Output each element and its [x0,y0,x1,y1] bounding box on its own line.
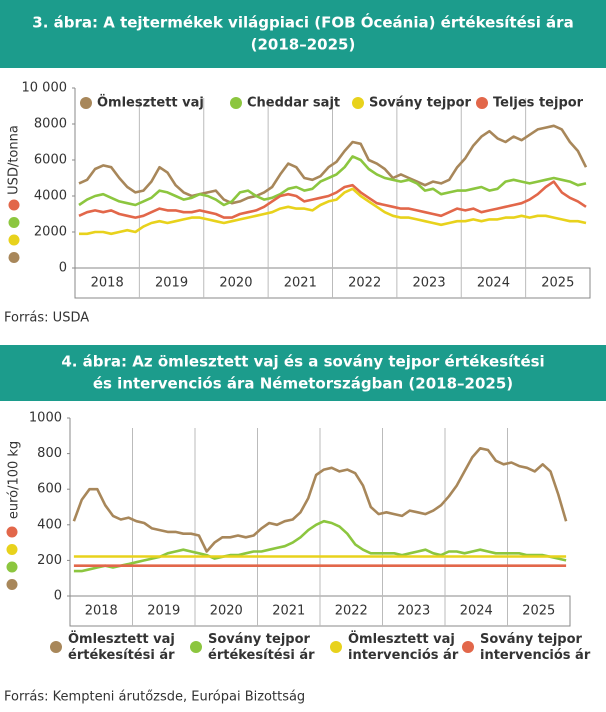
x-tick-label: 2018 [85,604,118,619]
side-dot [6,544,18,555]
x-tick-label: 2018 [91,276,124,291]
side-dot [6,579,18,590]
x-tick-label: 2019 [155,276,188,291]
legend-item: Sovány tejpor intervenciós ár [462,632,600,664]
legend-item: Sovány tejpor értékesítési ár [190,632,328,664]
legend-swatch [476,97,488,109]
legend-swatch [330,641,342,653]
y-tick-label: 400 [37,517,62,532]
legend-label: Teljes tejpor [493,96,584,111]
y-axis-label: USD/tonna [7,125,22,195]
source-note: Forrás: Kempteni árutőzsde, Európai Bizo… [4,690,305,705]
chart-title: 3. ábra: A tejtermékek világpiaci (FOB Ó… [32,13,573,32]
y-tick-label: 1000 [29,411,62,426]
x-tick-label: 2024 [477,276,510,291]
y-tick-label: 10 000 [22,81,68,96]
x-tick-label: 2021 [272,604,305,619]
x-tick-label: 2025 [522,604,555,619]
legend-label: Cheddar sajt [247,96,340,111]
x-tick-label: 2020 [210,604,243,619]
legend-label: Sovány tejpor [369,96,472,111]
side-dot [8,199,20,211]
series-line [78,155,587,207]
y-tick-label: 200 [37,553,62,568]
side-dot [8,217,20,228]
x-tick-label: 2021 [284,276,317,291]
chart-title: és intervenciós ára Németországban (2018… [93,375,513,393]
legend-item: Ömlesztett vaj értékesítési ár [50,632,188,664]
side-dot [8,252,20,263]
legend-swatch [352,97,364,109]
x-tick-label: 2024 [460,604,493,619]
x-tick-label: 2025 [541,276,574,291]
legend-swatch [80,97,92,109]
y-tick-label: 0 [54,589,62,604]
legend-label: Sovány tejpor intervenciós ár [480,632,591,663]
y-tick-label: 600 [37,482,62,497]
series-line [78,180,587,219]
title-band [0,345,606,401]
chart-title: 4. ábra: Az ömlesztett vaj és a sovány t… [61,353,544,371]
side-dot [8,234,20,246]
legend-item: Ömlesztett vaj intervenciós ár [330,632,468,664]
side-dot [6,526,18,538]
series-line [79,187,587,236]
legend-label: Ömlesztett vaj értékesítési ár [68,632,175,663]
y-tick-label: 0 [59,261,67,276]
x-tick-label: 2019 [147,604,180,619]
y-tick-label: 8000 [34,117,67,132]
y-tick-label: 2000 [34,225,67,240]
y-tick-label: 4000 [34,189,67,204]
x-tick-label: 2022 [348,276,381,291]
legend-label: Ömlesztett vaj intervenciós ár [348,632,459,663]
legend-swatch [50,641,62,653]
y-tick-label: 800 [37,446,62,461]
y-tick-label: 6000 [34,153,67,168]
x-tick-label: 2023 [413,276,446,291]
y-axis-label: euró/100 kg [7,441,22,519]
title-band [0,0,606,68]
legend-swatch [462,641,474,653]
legend-swatch [190,641,202,653]
legend-label: Sovány tejpor értékesítési ár [208,632,315,663]
series-line [72,447,568,553]
legend-label: Ömlesztett vaj [97,95,204,111]
source-note: Forrás: USDA [4,311,89,326]
series-line [78,124,588,205]
side-dot [6,561,18,573]
legend-swatch [230,97,242,109]
x-tick-label: 2022 [335,604,368,619]
chart-title: (2018–2025) [251,36,356,54]
x-tick-label: 2020 [219,276,252,291]
x-tick-label: 2023 [397,604,430,619]
